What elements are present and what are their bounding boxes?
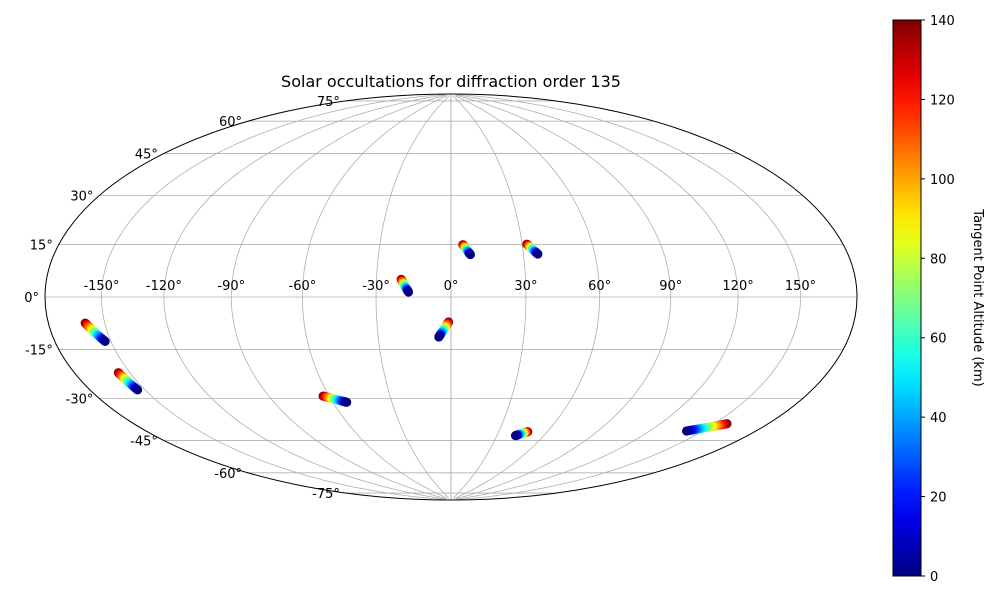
latitude-tick-label: -45° bbox=[130, 435, 158, 450]
latitude-tick-label: 0° bbox=[24, 291, 39, 306]
colorbar-tick-label: 60 bbox=[930, 332, 947, 347]
colorbar-tick-label: 100 bbox=[930, 173, 955, 188]
longitude-tick-label: -150° bbox=[83, 279, 119, 294]
colorbar-tick-label: 120 bbox=[930, 93, 955, 108]
longitude-tick-label: -60° bbox=[289, 279, 317, 294]
latitude-tick-label: -75° bbox=[312, 487, 340, 502]
longitude-tick-label: -30° bbox=[362, 279, 390, 294]
longitude-tick-label: 120° bbox=[722, 279, 753, 294]
colorbar-tick-label: 80 bbox=[930, 252, 947, 267]
grid bbox=[45, 94, 857, 500]
occultation-point bbox=[465, 249, 475, 260]
longitude-tick-label: 60° bbox=[588, 279, 611, 294]
occultation-point bbox=[434, 332, 444, 342]
colorbar-ticks: 0 20 40 60 80 100 120 140 bbox=[921, 14, 955, 585]
longitude-tick-label: 90° bbox=[659, 279, 682, 294]
tick-labels: -150° -120° -90° -60° -30° 0° 30° 60° 90° 120° 150… bbox=[24, 95, 816, 502]
latitude-tick-label: 15° bbox=[30, 238, 53, 253]
occultation-point bbox=[132, 385, 143, 395]
latitude-tick-label: 75° bbox=[317, 95, 340, 110]
occultation-point bbox=[533, 249, 543, 259]
chart-title: Solar occultations for diffraction order… bbox=[281, 72, 621, 91]
longitude-tick-label: 30° bbox=[514, 279, 537, 294]
latitude-tick-label: -30° bbox=[66, 393, 94, 408]
latitude-tick-label: -15° bbox=[25, 344, 53, 359]
colorbar-tick-label: 140 bbox=[930, 14, 955, 29]
longitude-tick-label: -90° bbox=[217, 279, 245, 294]
latitude-tick-label: 30° bbox=[70, 190, 93, 205]
latitude-tick-label: -60° bbox=[214, 467, 242, 482]
colorbar-tick-label: 20 bbox=[930, 491, 947, 506]
map-boundary bbox=[44, 93, 858, 501]
longitude-tick-label: 0° bbox=[444, 279, 459, 294]
colorbar bbox=[892, 19, 922, 577]
data-points bbox=[80, 239, 732, 441]
occultation-point bbox=[510, 431, 521, 441]
occultation-point bbox=[403, 287, 414, 297]
latitude-tick-label: 45° bbox=[135, 147, 158, 162]
occultation-point bbox=[681, 426, 692, 436]
longitude-tick-label: -120° bbox=[146, 279, 182, 294]
colorbar-tick-label: 40 bbox=[930, 411, 947, 426]
longitude-tick-label: 150° bbox=[785, 279, 816, 294]
occultation-point bbox=[342, 397, 352, 407]
occultation-point bbox=[100, 336, 110, 346]
colorbar-tick-label: 0 bbox=[930, 570, 938, 585]
colorbar-label: Tangent Point Altitude (km) bbox=[970, 208, 985, 386]
latitude-tick-label: 60° bbox=[219, 115, 242, 130]
